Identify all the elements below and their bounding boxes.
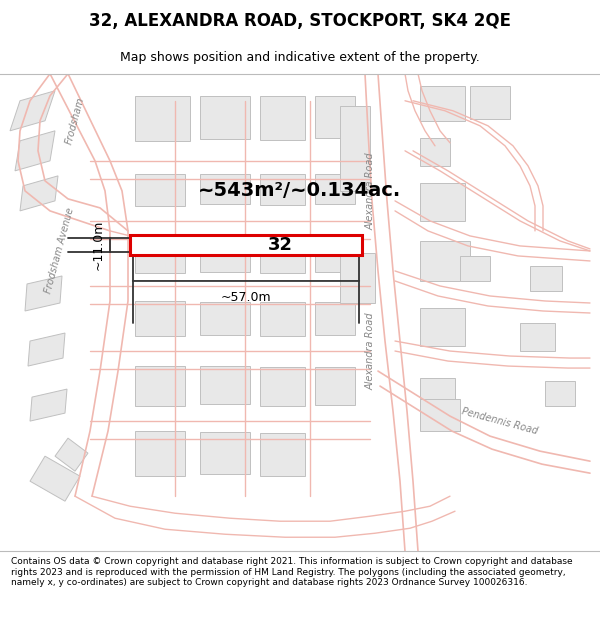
- Bar: [420, 378, 455, 406]
- Polygon shape: [55, 438, 88, 471]
- Bar: [200, 432, 250, 474]
- Polygon shape: [28, 333, 65, 366]
- Polygon shape: [25, 276, 62, 311]
- Polygon shape: [20, 176, 58, 211]
- Text: Frodsham: Frodsham: [64, 96, 86, 146]
- Bar: [135, 366, 185, 406]
- Bar: [420, 399, 460, 431]
- Bar: [530, 266, 562, 291]
- Bar: [135, 238, 185, 273]
- Bar: [315, 239, 355, 272]
- Polygon shape: [10, 91, 55, 131]
- Bar: [340, 253, 375, 303]
- Bar: [135, 301, 185, 336]
- Text: ~11.0m: ~11.0m: [92, 220, 105, 270]
- Bar: [315, 302, 355, 335]
- Bar: [340, 106, 370, 191]
- Text: ~57.0m: ~57.0m: [221, 291, 271, 304]
- Bar: [260, 302, 305, 336]
- Bar: [200, 366, 250, 404]
- Bar: [420, 138, 450, 166]
- Bar: [315, 96, 355, 138]
- Bar: [200, 174, 250, 204]
- Bar: [135, 96, 190, 141]
- Bar: [420, 86, 465, 121]
- Bar: [135, 174, 185, 206]
- Bar: [470, 86, 510, 119]
- Bar: [260, 239, 305, 273]
- Text: Map shows position and indicative extent of the property.: Map shows position and indicative extent…: [120, 51, 480, 64]
- Bar: [200, 96, 250, 139]
- Bar: [260, 433, 305, 476]
- Polygon shape: [30, 389, 67, 421]
- Bar: [200, 239, 250, 272]
- Text: ~543m²/~0.134ac.: ~543m²/~0.134ac.: [199, 181, 401, 201]
- Polygon shape: [30, 456, 80, 501]
- Polygon shape: [130, 235, 362, 255]
- Bar: [260, 367, 305, 406]
- Text: Alexandra Road: Alexandra Road: [366, 312, 376, 390]
- Bar: [460, 256, 490, 281]
- Bar: [545, 381, 575, 406]
- Text: Pendennis Road: Pendennis Road: [461, 406, 539, 436]
- Text: 32: 32: [268, 236, 293, 254]
- Bar: [260, 174, 305, 205]
- Bar: [135, 431, 185, 476]
- Bar: [420, 308, 465, 346]
- Text: 32, ALEXANDRA ROAD, STOCKPORT, SK4 2QE: 32, ALEXANDRA ROAD, STOCKPORT, SK4 2QE: [89, 12, 511, 29]
- Bar: [315, 367, 355, 405]
- Bar: [420, 241, 470, 281]
- Text: Frodsham Avenue: Frodsham Avenue: [44, 207, 76, 295]
- Bar: [520, 323, 555, 351]
- Text: Contains OS data © Crown copyright and database right 2021. This information is : Contains OS data © Crown copyright and d…: [11, 557, 572, 587]
- Bar: [420, 183, 465, 221]
- Text: Alexandra Road: Alexandra Road: [366, 152, 376, 229]
- Bar: [315, 174, 355, 204]
- Bar: [260, 96, 305, 140]
- Bar: [200, 302, 250, 335]
- Polygon shape: [15, 131, 55, 171]
